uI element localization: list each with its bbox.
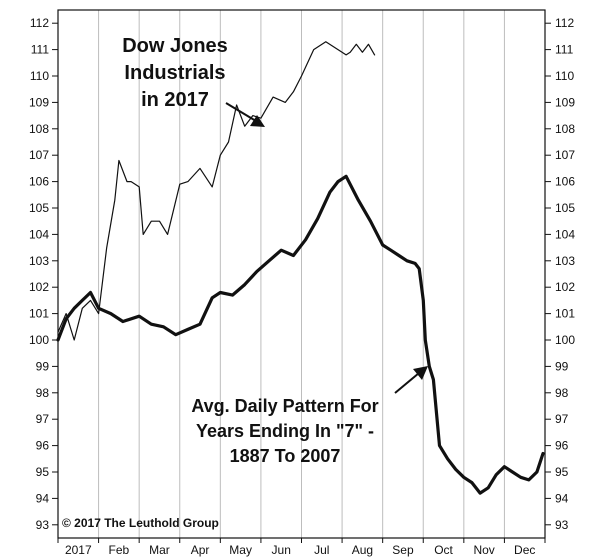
y-tick-label-left: 102: [29, 280, 49, 294]
x-month-label: Dec: [514, 543, 535, 557]
pattern-label-line-3: 1887 To 2007: [230, 446, 341, 466]
y-tick-label-left: 99: [36, 359, 50, 373]
pattern-arrow-head: [413, 366, 428, 380]
y-tick-label-left: 95: [36, 465, 50, 479]
dow-arrow-head: [250, 115, 265, 127]
y-tick-label-left: 98: [36, 386, 50, 400]
y-tick-label-left: 94: [36, 491, 50, 505]
y-tick-label-left: 93: [36, 518, 50, 532]
y-tick-label-right: 103: [555, 254, 575, 268]
y-tick-label-right: 108: [555, 122, 575, 136]
y-tick-label-right: 99: [555, 359, 569, 373]
x-month-label: Feb: [109, 543, 130, 557]
x-month-label: Jun: [272, 543, 291, 557]
x-month-label: Apr: [191, 543, 210, 557]
copyright-text: © 2017 The Leuthold Group: [62, 516, 219, 530]
x-month-label: Nov: [473, 543, 494, 557]
month-grid: [98, 10, 505, 538]
dow-annotation: Dow Jones Industrials in 2017: [122, 35, 265, 127]
dow-label-line-2: Industrials: [124, 62, 225, 84]
series-layer: [56, 41, 545, 495]
y-tick-label-right: 106: [555, 175, 575, 189]
y-tick-label-right: 110: [555, 69, 574, 83]
y-tick-label-left: 108: [29, 122, 49, 136]
x-month-label: Oct: [434, 543, 453, 557]
y-tick-label-left: 97: [36, 412, 50, 426]
y-tick-label-right: 109: [555, 95, 575, 109]
y-tick-label-left: 104: [29, 227, 49, 241]
x-month-label: Sep: [392, 543, 414, 557]
x-month-label: May: [229, 543, 252, 557]
y-tick-label-left: 109: [29, 95, 49, 109]
y-tick-label-right: 111: [555, 43, 574, 57]
y-tick-label-right: 107: [555, 148, 575, 162]
y-tick-label-left: 101: [29, 307, 49, 321]
x-month-label: Jul: [314, 543, 329, 557]
y-tick-label-right: 98: [555, 386, 569, 400]
y-tick-label-left: 111: [31, 43, 50, 57]
series-line-dow-2017: [57, 41, 376, 341]
series-line-avg-pattern: [56, 174, 545, 495]
y-tick-label-left: 103: [29, 254, 49, 268]
y-tick-label-left: 96: [36, 439, 50, 453]
y-tick-label-right: 95: [555, 465, 569, 479]
y-tick-label-right: 104: [555, 227, 575, 241]
y-tick-label-left: 107: [29, 148, 49, 162]
y-tick-label-right: 102: [555, 280, 575, 294]
dow-label-line-3: in 2017: [141, 89, 209, 111]
y-tick-label-right: 101: [555, 307, 575, 321]
pattern-annotation: Avg. Daily Pattern For Years Ending In "…: [191, 366, 428, 466]
y-tick-label-left: 112: [30, 16, 49, 30]
y-tick-label-right: 100: [555, 333, 575, 347]
pattern-label-line-2: Years Ending In "7" -: [196, 421, 374, 441]
x-month-label: Mar: [149, 543, 170, 557]
dow-label-line-1: Dow Jones: [122, 35, 228, 57]
y-tick-label-right: 105: [555, 201, 575, 215]
y-tick-label-left: 106: [29, 175, 49, 189]
x-axis: 2017 Feb Mar Apr May Jun Jul Aug Sep Oct Nov Dec: [57, 538, 546, 557]
y-tick-label-right: 96: [555, 439, 569, 453]
y-tick-label-right: 93: [555, 518, 569, 532]
pattern-arrow-shaft: [394, 372, 420, 394]
y-tick-label-right: 97: [555, 412, 569, 426]
y-tick-label-left: 105: [29, 201, 49, 215]
pattern-label-line-1: Avg. Daily Pattern For: [191, 396, 378, 416]
y-tick-label-right: 94: [555, 491, 569, 505]
y-tick-label-right: 112: [555, 16, 574, 30]
y-tick-label-left: 110: [30, 69, 49, 83]
y-tick-label-left: 100: [29, 333, 49, 347]
x-year-label: 2017: [65, 543, 92, 557]
y-axis-ticks: 93 93 94 94 95 95 96 96 97 97 98 98 99 99 100 100 101 101…: [29, 16, 575, 532]
x-month-label: Aug: [352, 543, 373, 557]
dow-arrow-shaft: [225, 102, 257, 122]
